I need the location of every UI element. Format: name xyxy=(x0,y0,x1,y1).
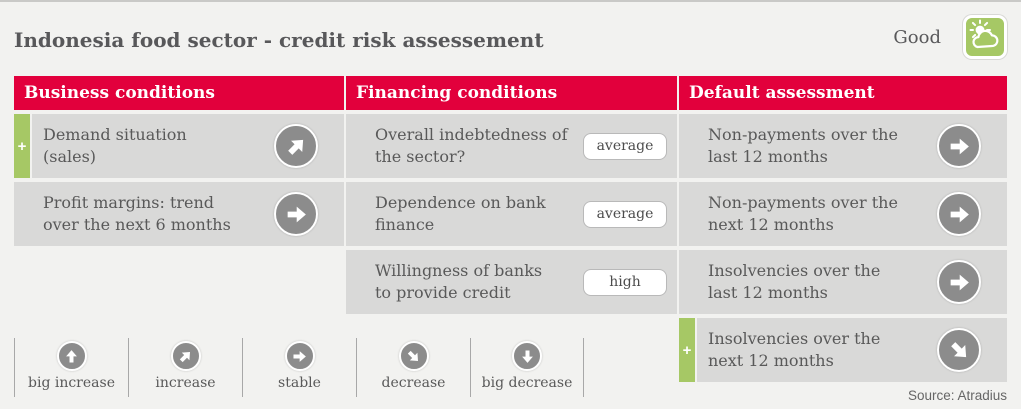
trend-arrow-icon xyxy=(937,328,981,372)
row-label: Non-payments over the last 12 months xyxy=(708,125,898,166)
overall-rating: Good xyxy=(893,15,1007,59)
trend-arrow-icon xyxy=(274,124,318,168)
legend: big increase increase stable decrease bi… xyxy=(14,338,584,397)
table-row: + Insolvencies over the next 12 months xyxy=(679,318,1007,382)
rating-label: Good xyxy=(893,26,941,48)
table-row: Non-payments over the next 12 months xyxy=(679,182,1007,246)
trend-arrow-icon xyxy=(274,192,318,236)
legend-item-increase: increase xyxy=(128,338,242,397)
rating-badge[interactable]: average xyxy=(583,200,667,228)
arrow-down-right-icon xyxy=(398,341,429,371)
rating-badge[interactable]: high xyxy=(583,268,667,296)
table-row: Overall indebtedness of the sector? aver… xyxy=(346,114,677,178)
legend-item-decrease: decrease xyxy=(356,338,470,397)
legend-item-big-decrease: big decrease xyxy=(470,338,584,397)
row-label: Profit margins: trend over the next 6 mo… xyxy=(43,193,231,234)
table-row: + Demand situation (sales) xyxy=(14,114,344,178)
row-label: Overall indebtedness of the sector? xyxy=(375,125,568,166)
arrow-up-right-icon xyxy=(170,341,201,371)
plus-symbol: + xyxy=(17,137,27,155)
column-header-business: Business conditions xyxy=(14,76,344,110)
legend-item-big-increase: big increase xyxy=(14,338,128,397)
sun-behind-cloud-icon xyxy=(963,15,1007,59)
row-label: Dependence on bank finance xyxy=(375,193,546,234)
rating-badge[interactable]: average xyxy=(583,132,667,160)
arrow-down-icon xyxy=(512,341,542,371)
assessment-grid: Business conditions + Demand situation (… xyxy=(14,76,1007,382)
trend-arrow-icon xyxy=(937,192,981,236)
plus-indicator: + xyxy=(14,114,30,178)
row-label: Willingness of banks to provide credit xyxy=(375,261,543,302)
source-attribution: Source: Atradius xyxy=(907,388,1007,403)
column-header-default: Default assessment xyxy=(679,76,1007,110)
arrow-up-icon xyxy=(56,341,87,371)
column-default-assessment: Default assessment Non-payments over the… xyxy=(679,76,1007,382)
row-label: Insolvencies over the last 12 months xyxy=(708,261,881,302)
trend-arrow-icon xyxy=(937,124,981,168)
legend-label: big decrease xyxy=(481,375,573,391)
column-business-conditions: Business conditions + Demand situation (… xyxy=(14,76,344,382)
trend-arrow-icon xyxy=(937,260,981,304)
legend-label: stable xyxy=(278,375,321,391)
arrow-right-icon xyxy=(284,341,315,371)
table-row: Dependence on bank finance average xyxy=(346,182,677,246)
row-label: Insolvencies over the next 12 months xyxy=(708,329,881,370)
column-financing-conditions: Financing conditions Overall indebtednes… xyxy=(346,76,677,382)
table-row: Insolvencies over the last 12 months xyxy=(679,250,1007,314)
plus-indicator: + xyxy=(679,318,695,382)
legend-label: decrease xyxy=(381,375,446,391)
table-row: Willingness of banks to provide credit h… xyxy=(346,250,677,314)
legend-label: big increase xyxy=(28,375,115,391)
row-label: Non-payments over the next 12 months xyxy=(708,193,898,234)
legend-item-stable: stable xyxy=(242,338,356,397)
page-title: Indonesia food sector - credit risk asse… xyxy=(14,28,544,52)
plus-symbol: + xyxy=(682,341,692,359)
table-row: Non-payments over the last 12 months xyxy=(679,114,1007,178)
column-header-financing: Financing conditions xyxy=(346,76,677,110)
table-row: Profit margins: trend over the next 6 mo… xyxy=(14,182,344,246)
legend-label: increase xyxy=(155,375,216,391)
row-label: Demand situation (sales) xyxy=(43,125,187,166)
